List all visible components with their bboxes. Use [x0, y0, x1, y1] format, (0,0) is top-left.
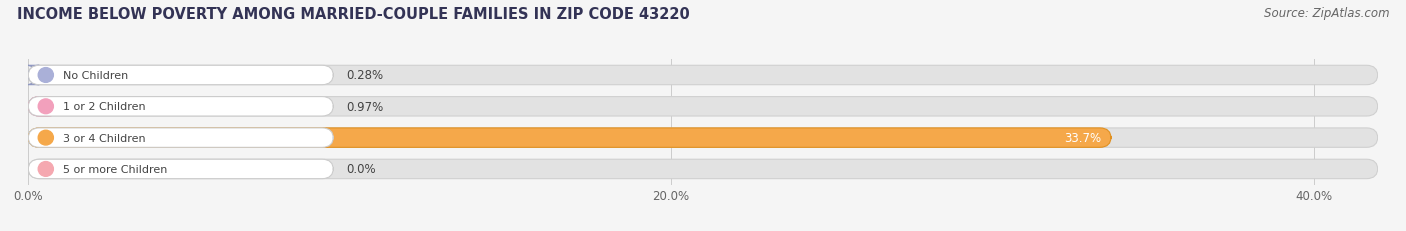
FancyBboxPatch shape — [28, 128, 1111, 148]
FancyBboxPatch shape — [28, 160, 333, 179]
FancyBboxPatch shape — [28, 97, 59, 116]
Text: 0.0%: 0.0% — [346, 163, 375, 176]
FancyBboxPatch shape — [28, 97, 1378, 116]
Text: No Children: No Children — [63, 71, 129, 81]
Circle shape — [38, 162, 53, 176]
FancyBboxPatch shape — [25, 66, 39, 85]
Text: 1 or 2 Children: 1 or 2 Children — [63, 102, 146, 112]
FancyBboxPatch shape — [28, 66, 333, 85]
FancyBboxPatch shape — [28, 66, 1378, 85]
FancyBboxPatch shape — [28, 128, 333, 148]
Text: 5 or more Children: 5 or more Children — [63, 164, 167, 174]
FancyBboxPatch shape — [28, 160, 1378, 179]
Text: 33.7%: 33.7% — [1064, 131, 1101, 145]
Text: 0.97%: 0.97% — [346, 100, 384, 113]
FancyBboxPatch shape — [28, 128, 1378, 148]
Text: INCOME BELOW POVERTY AMONG MARRIED-COUPLE FAMILIES IN ZIP CODE 43220: INCOME BELOW POVERTY AMONG MARRIED-COUPL… — [17, 7, 689, 22]
Circle shape — [38, 68, 53, 83]
Circle shape — [38, 131, 53, 145]
FancyBboxPatch shape — [28, 97, 333, 116]
Text: 0.28%: 0.28% — [346, 69, 384, 82]
Text: 3 or 4 Children: 3 or 4 Children — [63, 133, 146, 143]
Circle shape — [38, 100, 53, 114]
Text: Source: ZipAtlas.com: Source: ZipAtlas.com — [1264, 7, 1389, 20]
